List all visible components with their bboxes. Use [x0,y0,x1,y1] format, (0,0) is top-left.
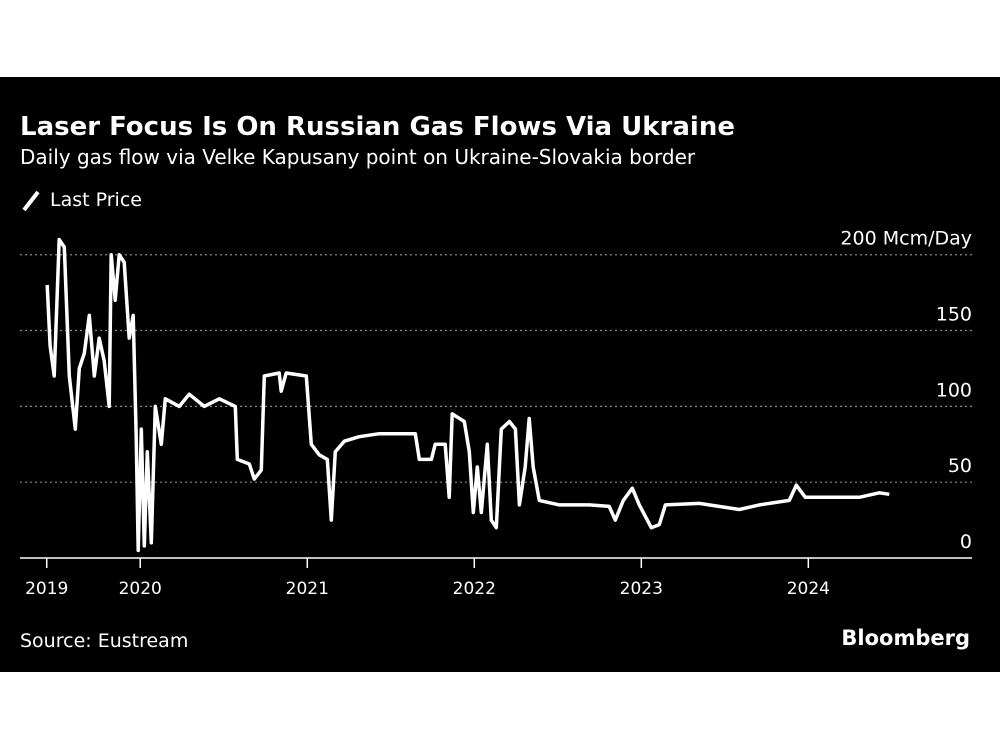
legend-swatch [22,190,40,212]
y-tick-label: 0 [960,531,972,553]
line-series [45,237,890,553]
chart-subtitle: Daily gas flow via Velke Kapusany point … [20,145,696,169]
brand: Bloomberg [841,626,970,650]
legend-label: Last Price [50,189,142,211]
x-tick-label: 2021 [286,579,329,599]
y-tick-label: 150 [936,304,972,326]
panel [0,77,1000,672]
y-tick-label: 200 Mcm/Day [840,228,972,250]
x-tick-label: 2020 [119,579,162,599]
chart-title: Laser Focus Is On Russian Gas Flows Via … [20,112,735,142]
x-tick-label: 2019 [25,579,68,599]
y-tick-label: 100 [936,379,972,401]
y-tick-label: 50 [948,455,972,477]
x-tick-label: 2023 [620,579,663,599]
x-tick-label: 2024 [787,579,830,599]
x-tick-label: 2022 [453,579,496,599]
source: Source: Eustream [20,630,188,652]
